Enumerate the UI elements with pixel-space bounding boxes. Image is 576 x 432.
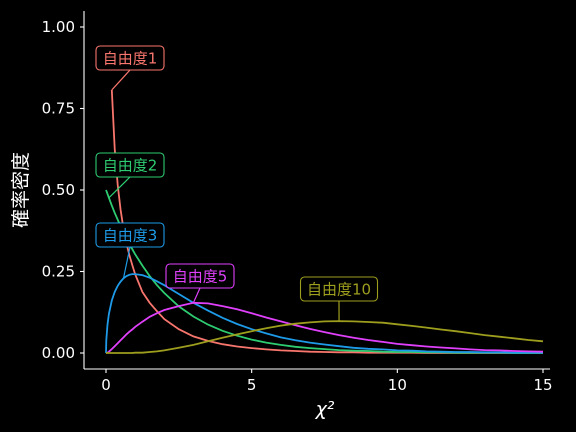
y-tick-label: 0.75 [42,100,75,118]
label-box [165,263,235,289]
label-box [95,152,165,178]
label-leader-line [192,287,201,304]
y-tick-label: 1.00 [42,18,75,36]
y-axis-title: 確率密度 [10,152,32,228]
label-box [299,276,379,302]
label-leader-line [108,176,131,199]
series-label: 自由度5 [173,268,228,286]
x-tick-label: 15 [533,376,552,394]
x-tick-label: 0 [101,376,111,394]
axes: 0.00 0.25 0.50 0.75 1.00 0 5 10 15 [42,11,553,394]
x-tick-label: 10 [388,376,407,394]
series-curves [105,89,544,354]
x-tick-label: 5 [247,376,257,394]
series-label: 自由度2 [103,157,158,175]
series-line-4 [106,301,544,354]
label-box [95,222,165,248]
y-tick-label: 0.00 [42,344,75,362]
series-line-5 [106,320,544,354]
series-labels: 自由度1 自由度2 自由度3 自由度5 自由度10 [95,45,379,322]
series-line-3 [105,273,543,354]
x-ticks: 0 5 10 15 [101,369,553,394]
label-leader-line [122,246,131,279]
series-label: 自由度10 [307,281,371,299]
label-leader-line [111,69,131,91]
series-label: 自由度1 [103,50,158,68]
y-tick-label: 0.25 [42,263,75,281]
y-tick-label: 0.50 [42,181,75,199]
label-box [95,45,165,71]
series-label: 自由度3 [103,227,158,245]
series-line-1 [110,89,543,354]
y-ticks: 0.00 0.25 0.50 0.75 1.00 [42,18,84,362]
x-axis-title: χ² [315,398,335,420]
